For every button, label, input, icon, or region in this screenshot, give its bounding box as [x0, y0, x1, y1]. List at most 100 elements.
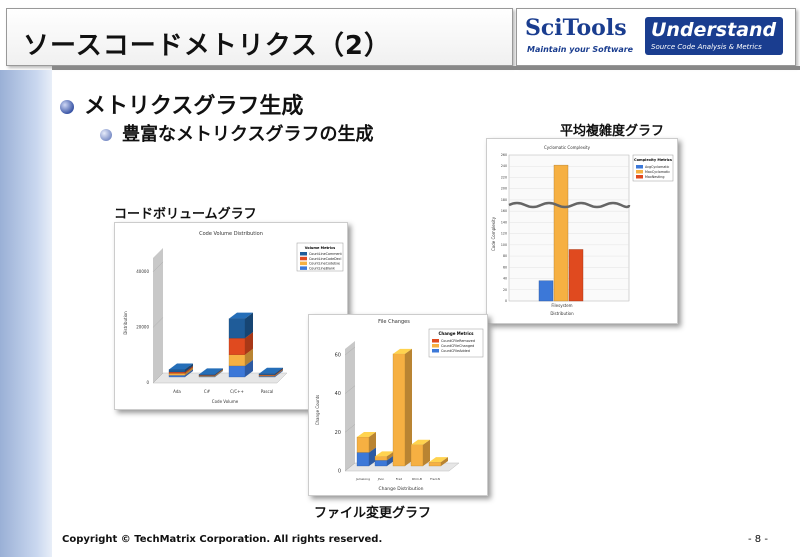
cyclomatic-ytick: 80: [503, 254, 507, 258]
cyclomatic-legend-swatch: [636, 175, 643, 179]
changes-grid-line: [344, 462, 356, 472]
cyclomatic-ytick: 260: [501, 153, 507, 157]
changes-bar: [392, 348, 412, 467]
volume-legend-swatch: [300, 256, 307, 261]
cyclomatic-ytick: 20: [503, 288, 507, 292]
changes-xlabel: Change Distribution: [379, 486, 424, 492]
title-bar: ソースコードメトリクス（2） SciTools Maintain your So…: [0, 0, 800, 70]
cyclomatic-legend-item: AvgCyclomatic: [645, 165, 670, 169]
volume-legend-swatch: [300, 266, 307, 270]
cyclomatic-ytick: 120: [501, 232, 507, 236]
volume-category-label: Pascal: [261, 389, 274, 394]
changes-ytick: 60: [335, 353, 341, 359]
cyclomatic-chart: Cyclomatic Complexity 0 20 40 60 80 100 120 140…: [491, 145, 674, 316]
bullet-level2-text: 豊富なメトリクスグラフの生成: [122, 124, 374, 145]
title-box: ソースコードメトリクス（2）: [6, 8, 513, 66]
volume-chart: Code Volume Distribution 0 20000 40000 Ada…: [123, 231, 344, 404]
cyclomatic-ytick: 0: [505, 299, 507, 303]
volume-category-label: C#: [204, 389, 211, 394]
volume-grid: [152, 261, 164, 384]
bullet-level2: 豊富なメトリクスグラフの生成: [100, 120, 373, 146]
cyclomatic-ytick: 140: [501, 220, 507, 224]
volume-grid-line: [152, 261, 164, 272]
understand-tagline: Source Code Analysis & Metrics: [651, 43, 762, 51]
volume-categories: Ada C# C/C++ Pascal: [173, 389, 273, 394]
volume-legend-swatch: [300, 261, 307, 266]
volume-legend-item: CountLineComment: [309, 252, 343, 256]
cyclomatic-xlabel: Distribution: [550, 311, 574, 316]
changes-legend: Change Metrics CountCFileRemovedCountCFi…: [428, 328, 484, 358]
volume-bar: [258, 367, 283, 376]
changes-ytick: 0: [338, 469, 341, 475]
volume-ytick: 0: [146, 380, 149, 385]
changes-bars: [356, 348, 448, 467]
bullet-dot-icon: [100, 129, 112, 141]
changes-bar: [356, 432, 376, 453]
cyclomatic-ytick: 220: [501, 175, 507, 179]
volume-legend-swatch: [300, 252, 307, 256]
changes-ytick: 40: [335, 391, 341, 397]
changes-yticks: 0 20 40 60: [335, 353, 341, 475]
volume-bar: [228, 312, 253, 339]
volume-bar: [168, 363, 193, 373]
volume-yticks: 0 20000 40000: [136, 269, 149, 385]
volume-back-wall: [153, 248, 163, 383]
caption-volume: コードボリュームグラフ: [114, 207, 257, 222]
cyclomatic-bar: [553, 164, 569, 302]
volume-ytick: 20000: [136, 324, 149, 329]
changes-chart-title: File Changes: [378, 319, 410, 325]
volume-category-label: Ada: [173, 389, 181, 394]
volume-chart-title: Code Volume Distribution: [199, 231, 263, 237]
volume-legend-item: CountLineCodeExe: [309, 262, 340, 266]
changes-grid-line: [344, 424, 356, 433]
copyright: Copyright © TechMatrix Corporation. All …: [62, 534, 383, 545]
changes-chart-panel: File Changes 0 20 40 60 Jamelong Jhon Fred Rhm…: [308, 314, 488, 496]
volume-legend-item: CountLineCodeDecl: [309, 257, 341, 261]
changes-category-label: Jhon: [377, 477, 385, 481]
changes-bar: [410, 439, 430, 467]
axis-break-mark: [508, 201, 631, 209]
volume-bar: [198, 368, 223, 376]
cyclomatic-legend: Complexity Metrics AvgCyclomaticMaxCyclo…: [632, 154, 674, 182]
cyclomatic-ytick: 180: [501, 198, 507, 202]
changes-legend-item: CountCFileRemoved: [441, 339, 475, 343]
left-gradient-bar: [0, 70, 52, 557]
cyclomatic-grid: [509, 154, 629, 302]
bullet-level1-text: メトリクスグラフ生成: [84, 94, 304, 119]
page-number: - 8 -: [748, 534, 768, 545]
volume-ytick: 40000: [136, 269, 149, 274]
volume-bars: [168, 312, 283, 378]
cyclomatic-ylabel: Code Complexity: [491, 216, 496, 251]
cyclomatic-yticks: 0 20 40 60 80 100 120 140 160 180 200 220 240 260: [501, 153, 507, 303]
changes-legend-swatch: [432, 344, 439, 348]
cyclomatic-ytick: 60: [503, 265, 507, 269]
changes-chart: File Changes 0 20 40 60 Jamelong Jhon Fred Rhm…: [315, 319, 484, 492]
changes-category-label: Rhm-B: [412, 477, 422, 481]
header-divider: [52, 66, 800, 70]
cyclomatic-bar: [568, 249, 584, 302]
bullet-dot-icon: [60, 100, 74, 114]
caption-cyclomatic: 平均複雑度グラフ: [560, 124, 665, 139]
changes-legend-swatch: [432, 349, 439, 353]
changes-grid-line: [344, 346, 356, 356]
cyclomatic-ytick: 200: [501, 187, 507, 191]
cyclomatic-bars: [538, 164, 584, 302]
changes-category-label: Fred-N: [430, 477, 440, 481]
cyclomatic-legend-swatch: [636, 170, 643, 174]
changes-bar: [374, 451, 394, 461]
changes-categories: Jamelong Jhon Fred Rhm-B Fred-N: [355, 477, 440, 481]
cyclomatic-legend-item: MaxCyclomatic: [645, 170, 670, 174]
changes-legend-item: CountCFileChanged: [441, 344, 474, 348]
cyclomatic-legend-item: MaxNesting: [645, 175, 664, 179]
changes-grid-line: [344, 385, 356, 394]
volume-legend-title: Volume Metrics: [305, 246, 335, 250]
cyclomatic-chart-panel: Cyclomatic Complexity 0 20 40 60 80 100 120 140…: [486, 138, 678, 324]
volume-grid-line: [152, 372, 164, 384]
changes-back-wall: [345, 341, 355, 471]
cyclomatic-chart-title: Cyclomatic Complexity: [544, 145, 591, 150]
slide-title: ソースコードメトリクス（2）: [23, 31, 392, 61]
volume-legend: Volume Metrics CountLineCommentCountLine…: [296, 242, 344, 272]
changes-grid: [344, 346, 356, 472]
changes-ytick: 20: [335, 430, 341, 436]
cyclomatic-ytick: 160: [501, 209, 507, 213]
